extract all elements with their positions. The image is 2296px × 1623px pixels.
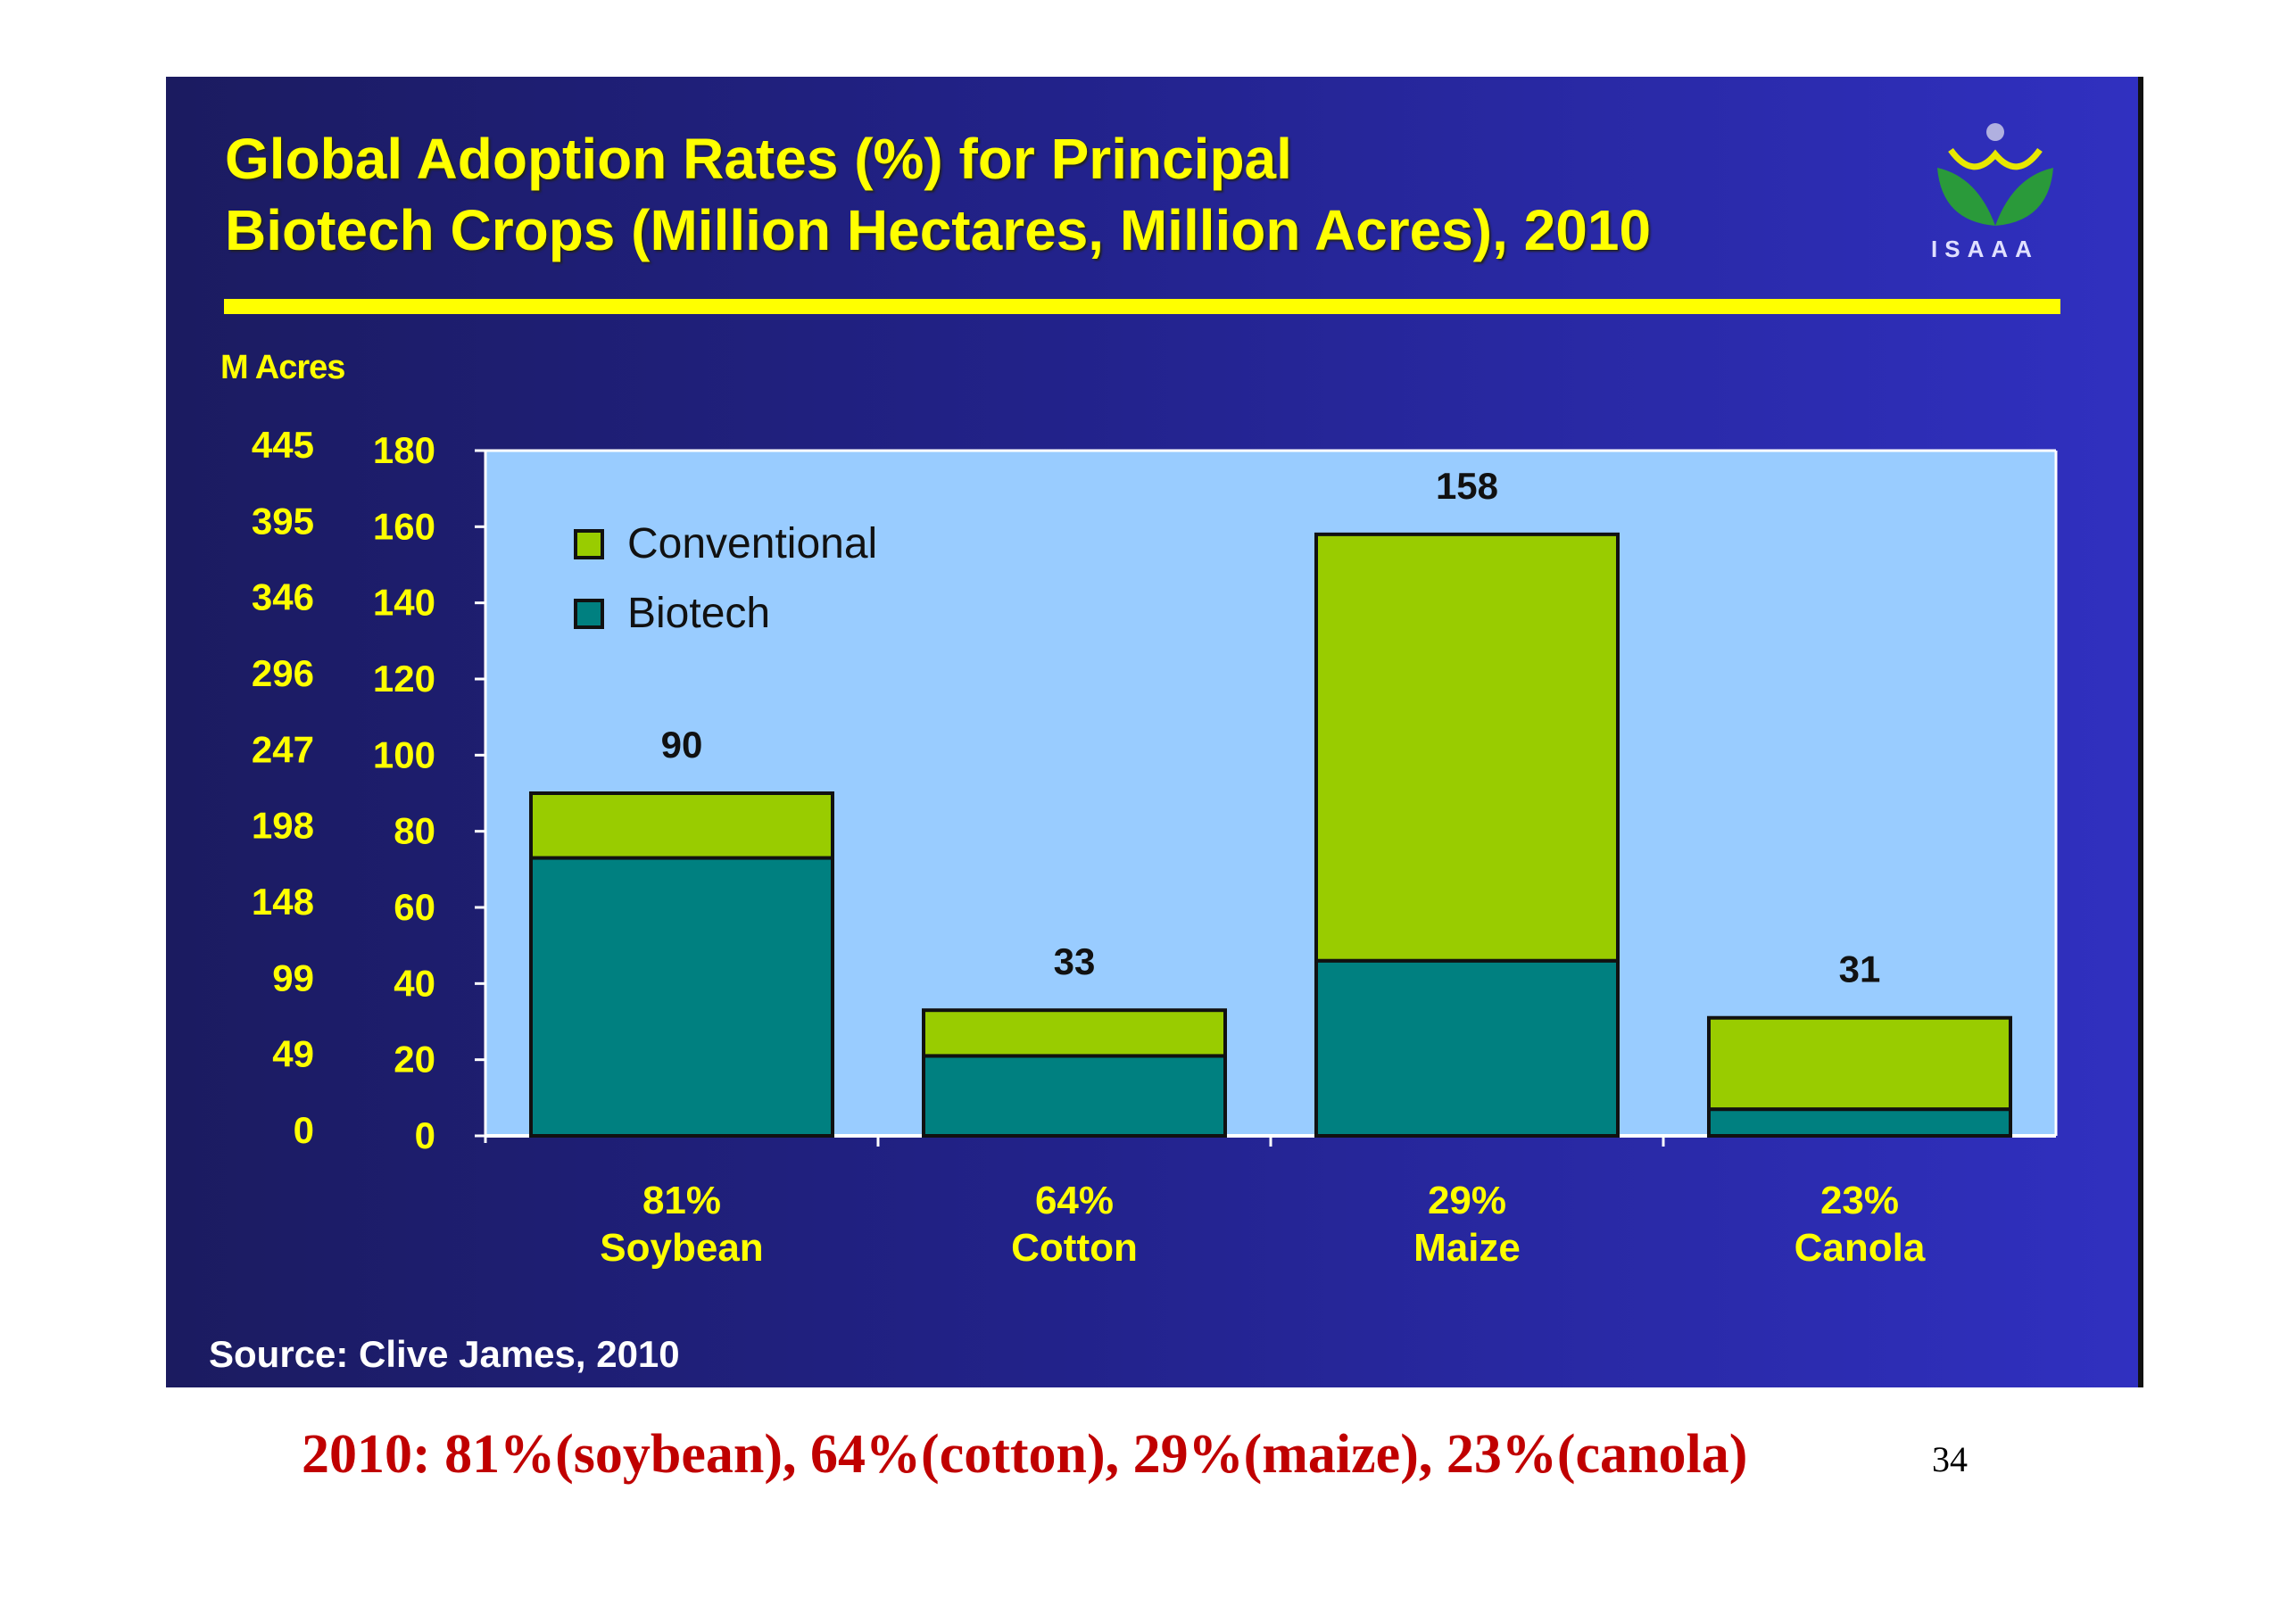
x-category-percent-label: 64% — [1035, 1179, 1114, 1222]
y-tick-label-acres: 445 — [252, 424, 314, 466]
legend-swatch-biotech — [574, 599, 604, 629]
bar-segment-biotech-maize — [1314, 958, 1620, 1138]
y-tick-label-acres: 198 — [252, 805, 314, 847]
x-category-label: Soybean — [600, 1226, 763, 1270]
secondary-axis-label: M Acres — [220, 349, 345, 386]
y-tick-label-hectares: 0 — [415, 1114, 435, 1156]
slide-caption: 2010: 81%(soybean), 64%(cotton), 29%(mai… — [302, 1424, 1748, 1485]
x-category-label: Canola — [1795, 1226, 1926, 1270]
bar-segment-conventional-cotton — [922, 1008, 1227, 1058]
y-tick-label-hectares: 40 — [394, 962, 435, 1004]
title-divider — [224, 299, 2060, 314]
y-tick-label-hectares: 60 — [394, 886, 435, 928]
x-category-percent-label: 29% — [1428, 1179, 1506, 1222]
source-note: Source: Clive James, 2010 — [209, 1333, 680, 1375]
bar-segment-biotech-cotton — [922, 1054, 1227, 1139]
legend-swatch-conventional — [574, 529, 604, 559]
y-tick-label-hectares: 80 — [394, 810, 435, 852]
bar-segment-biotech-canola — [1707, 1107, 2012, 1138]
y-tick-label-hectares: 20 — [394, 1039, 435, 1081]
x-category-percent-label: 23% — [1820, 1179, 1899, 1222]
bar-segment-conventional-soybean — [529, 791, 834, 860]
y-tick-label-acres: 0 — [294, 1109, 314, 1151]
y-tick-label-acres: 148 — [252, 881, 314, 923]
y-tick-label-hectares: 120 — [373, 658, 435, 700]
legend-label-biotech: Biotech — [627, 590, 770, 637]
x-category-percent-label: 81% — [642, 1179, 721, 1222]
x-category-label: Maize — [1413, 1226, 1521, 1270]
y-tick-label-acres: 99 — [272, 956, 314, 998]
logo-text: ISAAA — [1931, 236, 2039, 262]
bar-total-label: 158 — [1436, 465, 1498, 507]
legend-label-conventional: Conventional — [627, 520, 877, 567]
bar-segment-conventional-maize — [1314, 532, 1620, 963]
y-tick-label-hectares: 160 — [373, 505, 435, 547]
bar-total-label: 31 — [1839, 948, 1881, 990]
title-line-2: Biotech Crops (Million Hectares, Million… — [225, 198, 1652, 262]
y-tick-label-acres: 49 — [272, 1033, 314, 1075]
y-tick-label-acres: 395 — [252, 500, 314, 542]
page-number: 34 — [1932, 1439, 1968, 1479]
y-tick-label-hectares: 100 — [373, 733, 435, 775]
bar-total-label: 90 — [661, 724, 703, 766]
y-tick-label-hectares: 140 — [373, 582, 435, 624]
chart-title: Global Adoption Rates (%) for Principal … — [225, 123, 1651, 266]
isaaa-logo-icon — [1937, 123, 2053, 226]
title-line-1: Global Adoption Rates (%) for Principal — [225, 127, 1292, 191]
y-tick-label-hectares: 180 — [373, 429, 435, 471]
y-tick-label-acres: 296 — [252, 652, 314, 694]
bar-segment-conventional-canola — [1707, 1015, 2012, 1112]
bar-total-label: 33 — [1054, 940, 1096, 982]
y-tick-label-acres: 346 — [252, 576, 314, 618]
x-category-label: Cotton — [1011, 1226, 1138, 1270]
bar-segment-biotech-soybean — [529, 856, 834, 1138]
y-tick-label-acres: 247 — [252, 728, 314, 770]
